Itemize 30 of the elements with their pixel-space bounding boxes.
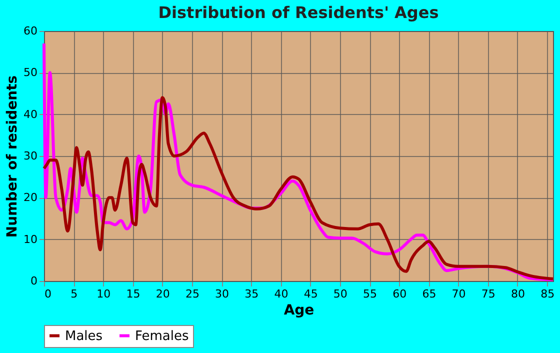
x-tick-label: 30 [215,288,230,300]
x-tick-label: 85 [540,288,555,300]
x-tick-label: 0 [44,288,52,300]
x-tick-label: 65 [422,288,436,300]
x-tick-label: 15 [126,288,140,300]
x-tick-label: 40 [274,288,288,300]
x-tick-label: 10 [96,288,111,300]
y-tick-label: 30 [24,150,38,162]
y-tick-label: 40 [24,108,38,121]
x-tick-label: 25 [185,288,200,300]
x-tick-label: 55 [363,288,378,300]
x-tick-label: 80 [510,288,525,300]
x-tick-label: 50 [333,288,348,300]
y-tick-label: 50 [24,66,38,80]
x-tick-label: 5 [70,288,78,300]
x-tick-label: 45 [304,288,318,300]
y-tick-label: 10 [24,232,38,246]
x-tick-label: 70 [452,288,466,300]
y-tick-label: 0 [30,274,38,288]
x-tick-label: 20 [156,288,170,300]
y-tick-label: 20 [24,191,38,204]
x-tick-label: 75 [481,288,496,300]
y-tick-label: 60 [24,24,38,38]
x-tick-label: 60 [392,288,407,300]
x-axis-title: Age [284,302,314,318]
x-tick-label: 35 [244,288,259,300]
y-axis-title: Number of residents [4,75,21,238]
chart-title: Distribution of Residents' Ages [158,3,439,22]
legend-label: Females [135,328,190,344]
legend-label: Males [65,328,103,344]
